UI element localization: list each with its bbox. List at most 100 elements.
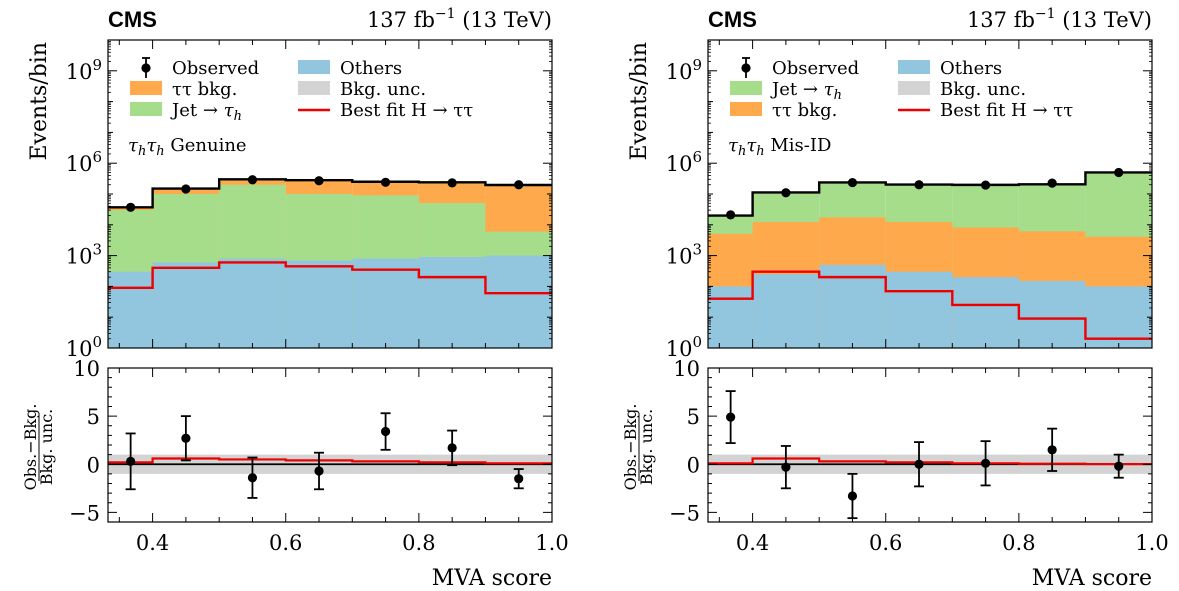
legend-swatch [298,81,330,95]
x-tick-label: 0.8 [1002,531,1035,555]
ratio-point [1114,461,1124,471]
legend-label: Observed [172,58,259,79]
stack-bar-others [152,262,220,348]
observed-point [726,210,736,220]
category-label: τh​τh​ Mis-ID [728,135,831,159]
legend-swatch [898,81,930,95]
observed-point [247,175,258,185]
stack-bar-others [108,271,153,348]
ratio-frame [107,367,553,523]
stack-bar-others [219,258,286,348]
ratio-point [781,462,791,472]
ratio-point [1047,445,1057,455]
ratio-point [980,458,991,468]
stack-bar-others [885,271,953,348]
legend-label: Bkg. unc. [940,79,1026,100]
legend-swatch [298,60,330,74]
legend-label: ττ bkg. [772,100,837,121]
ratio-point [314,466,324,476]
ratio-frame [707,367,1153,523]
ratio-tick-label: 5 [87,405,100,429]
y-tick-label: 109 [666,56,702,84]
x-tick-label: 0.4 [136,531,169,555]
lumi-label: 137 fb−1 (13 TeV) [367,6,552,32]
legend-swatch [898,60,930,74]
ratio-tick-label: 5 [687,405,700,429]
legend-label: Bkg. unc. [340,79,426,100]
legend: Observed Others Jet → τh​ Bkg. unc. ττ bkg. B… [730,57,1073,121]
legend-label: Jet → τh​ [770,79,842,103]
cms-label: CMS [108,7,157,32]
legend-swatch [130,81,162,95]
cms-label: CMS [708,7,757,32]
main-plot-area [708,167,1152,348]
observed-point [447,178,457,188]
ratio-label-denominator: Bkg. unc. [37,409,56,486]
observed-point [514,180,524,190]
legend-label: Best fit H → ττ [340,100,473,121]
x-axis-label: MVA score [432,566,552,591]
ratio-plot-area [708,390,1152,520]
observed-point [314,176,324,186]
legend-label: Best fit H → ττ [940,100,1073,121]
y-tick-label: 106 [66,148,102,176]
y-tick-label: 103 [66,241,102,269]
stack-bar-others [285,260,353,348]
x-tick-label: 1.0 [1135,531,1168,555]
stack-bar-others [708,286,753,348]
ratio-point [126,456,136,466]
observed-point [380,177,391,187]
ratio-tick-label: 10 [673,357,700,381]
ratio-tick-label: 0 [87,453,100,477]
y-tick-label: 100 [66,333,102,361]
legend-marker-point [141,63,151,73]
y-tick-label: 109 [66,56,102,84]
x-tick-label: 0.6 [869,531,902,555]
stack-bar-others [485,255,552,348]
legend-label: Others [340,58,402,79]
legend-swatch [130,102,162,116]
observed-point [181,184,191,194]
legend-marker-point [741,63,751,73]
ratio-tick-label: −5 [669,501,700,525]
ratio-label-denominator: Bkg. unc. [637,409,656,486]
ratio-tick-label: 10 [73,357,100,381]
ratio-tick-label: 0 [687,453,700,477]
legend-swatch [730,81,762,95]
chart-panel-left: 100 103 106 109 0.4 0.6 0.8 1.0 −5 0 5 10 Events/bin… [21,6,569,591]
stack-bar-others [952,277,1019,348]
stack-bar-others [352,258,419,348]
lumi-label: 137 fb−1 (13 TeV) [967,6,1152,32]
ratio-point [181,433,191,443]
observed-point [1114,167,1124,178]
x-tick-label: 1.0 [535,531,568,555]
stack-bar-others [1018,280,1086,348]
category-label: τh​τh​ Genuine [128,135,247,159]
ratio-tick-label: −5 [69,501,100,525]
observed-point [914,180,924,190]
signal-line [708,270,1152,340]
legend-label: ττ bkg. [172,79,237,100]
x-axis-label: MVA score [1032,566,1152,591]
observed-point [847,177,858,188]
ratio-plot-area [108,412,552,499]
ratio-label-numerator: Obs.−Bkg. [621,404,640,491]
ratio-label-numerator: Obs.−Bkg. [21,404,40,491]
ratio-point [847,491,858,501]
y-tick-label: 103 [666,241,702,269]
y-axis-label: Events/bin [27,42,52,161]
main-plot-area [108,175,552,348]
ratio-point [380,426,391,437]
chart-panel-right: 100 103 106 109 0.4 0.6 0.8 1.0 −5 0 5 10 Events/bin… [621,6,1169,591]
x-tick-label: 0.6 [269,531,302,555]
ratio-point [914,459,924,469]
observed-point [781,188,791,198]
signal-line [108,261,552,295]
x-tick-label: 0.8 [402,531,435,555]
legend: Observed Others ττ bkg. Bkg. unc. Jet → τh​ B… [130,57,473,124]
ratio-point [447,443,457,453]
observed-point [126,202,136,212]
y-axis-label: Events/bin [627,42,652,161]
y-tick-label: 106 [666,148,702,176]
